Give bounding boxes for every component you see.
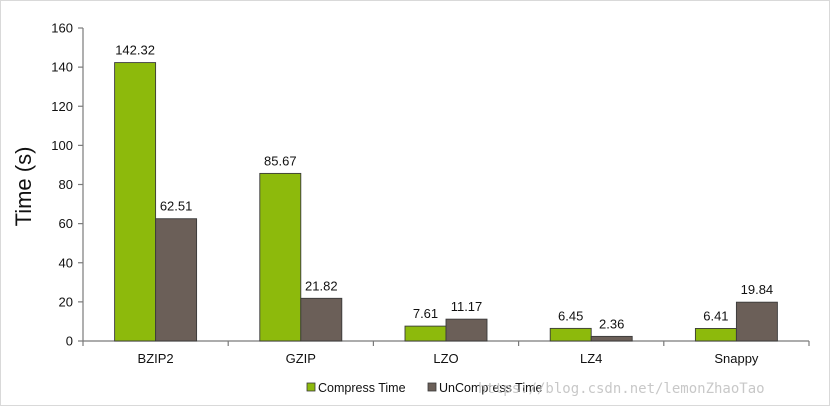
uncompress-time-bar — [735, 301, 778, 342]
data-label: 85.67 — [264, 153, 297, 168]
compress-time-bar — [114, 62, 157, 342]
y-tick-label: 160 — [51, 21, 73, 36]
y-tick-label: 80 — [59, 177, 73, 192]
data-label: 62.51 — [160, 199, 193, 214]
axes: 0 20 40 60 80 100 120 140 160 — [51, 21, 810, 349]
y-tick-label: 140 — [51, 60, 73, 75]
y-tick-label: 0 — [66, 334, 73, 349]
y-axis-title: Time (s) — [11, 147, 36, 227]
uncompress-time-bar — [300, 297, 343, 342]
x-category-label: Snappy — [714, 351, 759, 366]
data-label: 6.45 — [558, 308, 583, 323]
x-category-label: LZ4 — [580, 351, 602, 366]
data-label: 6.41 — [703, 308, 728, 323]
legend-swatch-compress — [306, 382, 316, 392]
compress-time-bar — [549, 327, 592, 342]
y-tick-label: 20 — [59, 294, 73, 309]
data-label: 21.82 — [305, 278, 338, 293]
y-tick-label: 100 — [51, 138, 73, 153]
uncompress-time-bar — [445, 318, 488, 342]
y-tick-label: 60 — [59, 216, 73, 231]
x-category-label: BZIP2 — [138, 351, 174, 366]
data-label: 142.32 — [115, 43, 155, 58]
legend-label-compress: Compress Time — [318, 381, 406, 395]
legend-label-uncompress: UnCompress Time — [439, 381, 543, 395]
compress-time-bar — [694, 328, 737, 342]
data-label: 7.61 — [413, 306, 438, 321]
compress-time-bar — [404, 325, 447, 342]
legend-swatch-uncompress — [427, 382, 437, 392]
data-label: 19.84 — [741, 282, 774, 297]
labels: BZIP2 142.32 62.51 GZIP 85.67 21.82 LZO 7.61 11.… — [115, 43, 773, 366]
uncompress-time-bar — [155, 218, 198, 342]
x-category-label: GZIP — [286, 351, 316, 366]
y-tick-label: 120 — [51, 99, 73, 114]
bars — [114, 62, 778, 342]
data-label: 2.36 — [599, 316, 624, 331]
uncompress-time-bar — [590, 335, 633, 342]
x-category-label: LZO — [433, 351, 458, 366]
watermark-text: https://blog.csdn.net/lemonZhaoTao — [478, 381, 765, 397]
compress-time-bar — [259, 172, 302, 342]
y-tick-label: 40 — [59, 255, 73, 270]
data-label: 11.17 — [451, 299, 483, 314]
legend: Compress Time UnCompress Time — [306, 381, 543, 395]
